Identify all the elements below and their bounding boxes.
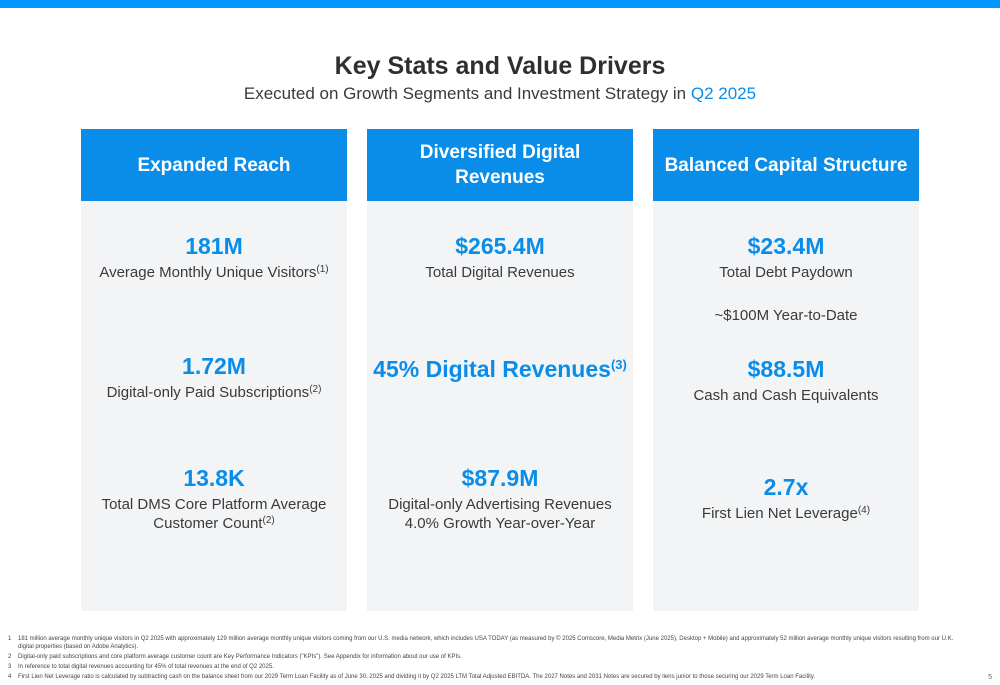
stat-digital-advertising-revenues: $87.9M Digital-only Advertising Revenues… [367, 463, 633, 533]
stat-value: 181M [185, 233, 243, 259]
stat-dms-customer-count: 13.8K Total DMS Core Platform Average Cu… [81, 463, 347, 533]
stat-label: First Lien Net Leverage(4) [701, 505, 871, 522]
footnote-ref: (3) [610, 357, 627, 372]
column-header: Diversified Digital Revenues [367, 129, 633, 201]
stat-label: Digital-only Advertising Revenues 4.0% G… [388, 496, 612, 532]
stat-label: Total Digital Revenues [425, 264, 575, 281]
column-diversified-digital-revenues: Diversified Digital Revenues $265.4M Tot… [367, 129, 633, 611]
footnote-item: 3 In reference to total digital revenues … [8, 664, 274, 670]
stat-value: $88.5M [747, 356, 825, 382]
page-title: Key Stats and Value Drivers [334, 52, 666, 80]
stat-value: 13.8K [183, 465, 245, 491]
top-accent-bar [0, 0, 1000, 8]
column-header-line2: Revenues [455, 167, 545, 188]
stat-value: $23.4M [747, 233, 825, 259]
footnote-ref: (4) [857, 505, 871, 516]
stat-first-lien-leverage: 2.7x First Lien Net Leverage(4) [653, 472, 919, 523]
stat-value: 1.72M [182, 353, 246, 379]
stat-label: Cash and Cash Equivalents [693, 387, 879, 404]
stat-value: $87.9M [461, 465, 539, 491]
column-balanced-capital-structure: Balanced Capital Structure $23.4M Total … [653, 129, 919, 611]
column-expanded-reach: Expanded Reach 181M Average Monthly Uniq… [81, 129, 347, 611]
footnote-ref: (2) [262, 515, 275, 526]
stat-value: $265.4M [455, 233, 545, 259]
stat-monthly-visitors: 181M Average Monthly Unique Visitors(1) [81, 231, 347, 282]
column-header-line1: Diversified Digital [419, 142, 581, 163]
column-header-label: Balanced Capital Structure [664, 154, 908, 176]
page-number: 5 [988, 674, 992, 681]
footnote-ref: (2) [309, 384, 322, 395]
page-subtitle: Executed on Growth Segments and Investme… [0, 84, 1000, 104]
footnotes: 1 181 million average monthly unique visi… [8, 635, 968, 683]
footnote-item: 4 First Lien Net Leverage ratio is calcul… [8, 674, 816, 680]
stat-cash-equivalents: $88.5M Cash and Cash Equivalents [653, 354, 919, 405]
subtitle-text: Executed on Growth Segments and Investme… [243, 84, 691, 103]
stat-digital-revenue-share: 45% Digital Revenues(3) [367, 354, 633, 384]
stat-value: 2.7x [763, 474, 809, 500]
footnote-item: 1 181 million average monthly unique visi… [8, 636, 954, 650]
stat-value: 45% Digital Revenues(3) [373, 356, 627, 382]
stat-total-digital-revenues: $265.4M Total Digital Revenues [367, 231, 633, 282]
stat-label: Total Debt Paydown [719, 264, 853, 281]
stat-debt-paydown: $23.4M Total Debt Paydown [653, 231, 919, 282]
column-header: Expanded Reach [81, 129, 347, 201]
stat-label: Average Monthly Unique Visitors(1) [99, 264, 329, 281]
stat-label: Total DMS Core Platform Average Customer… [101, 496, 327, 532]
subtitle-highlight: Q2 2025 [690, 84, 757, 103]
stat-paid-subscriptions: 1.72M Digital-only Paid Subscriptions(2) [81, 351, 347, 402]
stat-label: Digital-only Paid Subscriptions(2) [106, 384, 322, 401]
footnote-ref: (1) [316, 264, 329, 275]
column-header-label: Expanded Reach [137, 154, 291, 176]
stat-debt-paydown-ytd: ~$100M Year-to-Date [653, 306, 919, 325]
footnote-item: 2 Digital-only paid subscriptions and cor… [8, 654, 462, 660]
column-header: Balanced Capital Structure [653, 129, 919, 201]
stat-extra-label: ~$100M Year-to-Date [714, 307, 858, 324]
